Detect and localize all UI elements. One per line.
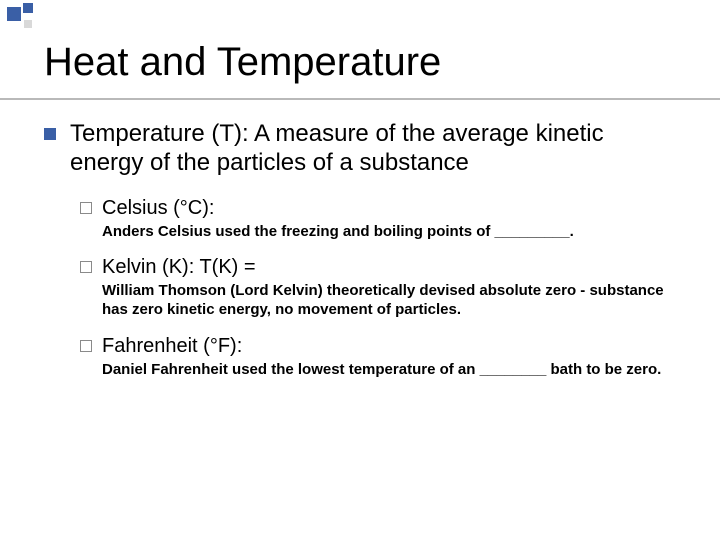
lvl2-head-text: Celsius (°C): (102, 196, 680, 221)
lvl2-sub-text: Anders Celsius used the freezing and boi… (102, 223, 680, 242)
lvl2-head-text: Kelvin (K): T(K) = (102, 255, 680, 280)
corner-decoration (0, 0, 40, 32)
list-item: Fahrenheit (°F): Daniel Fahrenheit used … (80, 334, 680, 380)
hollow-square-bullet-icon (80, 202, 92, 214)
list-item: Celsius (°C): Anders Celsius used the fr… (80, 196, 680, 242)
bullet-level2: Celsius (°C): (80, 196, 680, 221)
hollow-square-bullet-icon (80, 261, 92, 273)
title-underline (0, 98, 720, 100)
bullet-level2: Kelvin (K): T(K) = (80, 255, 680, 280)
hollow-square-bullet-icon (80, 340, 92, 352)
filled-square-bullet-icon (44, 128, 56, 140)
slide-body: Temperature (T): A measure of the averag… (44, 120, 680, 394)
lvl2-sub-text: Daniel Fahrenheit used the lowest temper… (102, 361, 680, 380)
bullet-level2: Fahrenheit (°F): (80, 334, 680, 359)
lvl2-head-text: Fahrenheit (°F): (102, 334, 680, 359)
lvl1-text: Temperature (T): A measure of the averag… (70, 120, 680, 178)
slide-title: Heat and Temperature (44, 40, 441, 85)
bullet-level1: Temperature (T): A measure of the averag… (44, 120, 680, 178)
slide: Heat and Temperature Temperature (T): A … (0, 0, 720, 540)
lvl2-sub-text: William Thomson (Lord Kelvin) theoretica… (102, 282, 680, 320)
list-item: Kelvin (K): T(K) = William Thomson (Lord… (80, 255, 680, 320)
